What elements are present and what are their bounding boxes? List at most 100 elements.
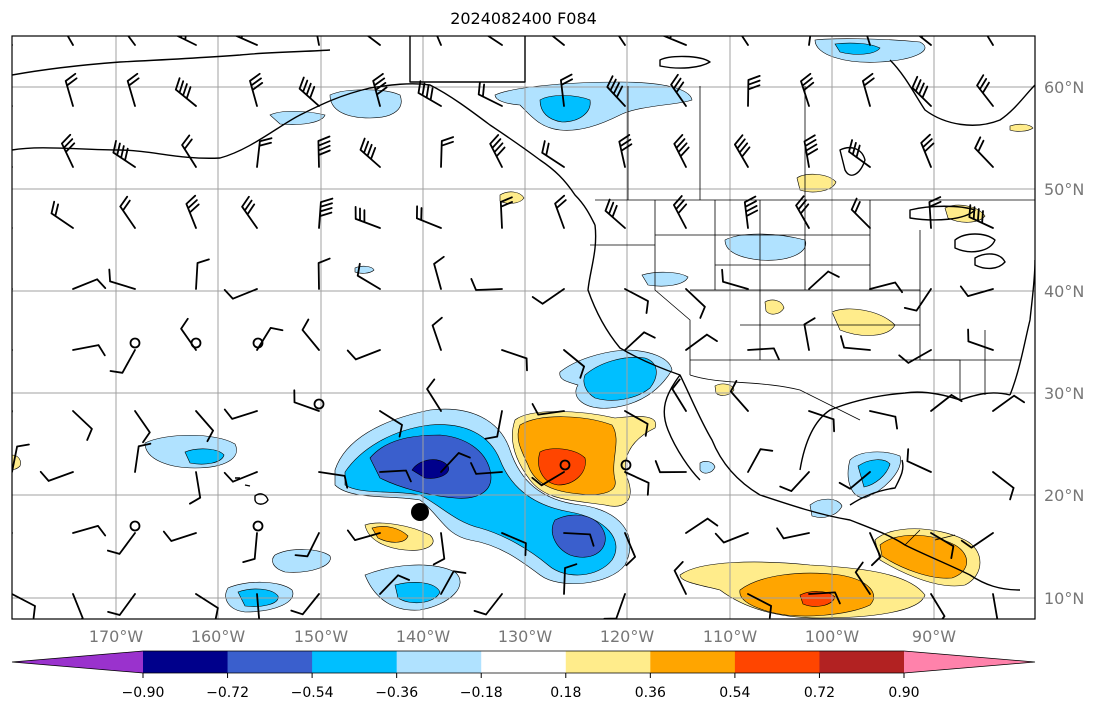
- wind-barb: [869, 532, 882, 567]
- wind-barb: [112, 140, 136, 168]
- wind-barb: [531, 403, 565, 416]
- map-title: 2024082400 F084: [450, 9, 597, 28]
- wind-barb: [440, 452, 471, 473]
- wind-barb: [840, 335, 871, 351]
- wind-barb: [175, 36, 197, 46]
- wind-barb: [563, 349, 585, 379]
- wind-barbs: [12, 36, 1025, 619]
- colorbar-segment: [143, 651, 229, 673]
- wind-barb: [195, 410, 214, 443]
- colorbar-segment: [312, 651, 398, 673]
- wind-barb: [470, 278, 503, 291]
- colorbar-tick-labels: −0.90 −0.72 −0.54 −0.36 −0.18 0.18 0.36 0.54 0.7…: [122, 673, 920, 701]
- wind-barb: [134, 442, 152, 473]
- wind-barb: [560, 73, 573, 107]
- wind-barb: [976, 74, 994, 107]
- wind-barb: [317, 135, 331, 168]
- wind-barb: [72, 278, 107, 290]
- wind-barb: [911, 75, 932, 107]
- anomaly-contours: [12, 38, 1034, 619]
- wind-barb: [685, 517, 719, 534]
- wind-barb: [379, 410, 403, 438]
- wind-barb: [776, 527, 810, 540]
- wind-barb: [563, 563, 578, 595]
- lon-label: 160°W: [191, 627, 246, 646]
- wind-barb: [541, 140, 565, 168]
- wind-barb: [499, 196, 513, 229]
- wind-barb: [714, 532, 749, 544]
- wind-barb: [803, 134, 819, 168]
- wind-barb: [195, 593, 219, 619]
- colorbar-segment: [650, 651, 736, 673]
- wind-barb: [109, 349, 136, 374]
- wind-barb: [848, 139, 871, 168]
- wind-barb: [318, 197, 334, 229]
- wind-barb: [563, 532, 595, 547]
- wind-barb: [747, 347, 780, 361]
- colorbar-tick-label: −0.54: [291, 685, 334, 701]
- wind-barb: [906, 448, 932, 473]
- wind-barb: [417, 80, 442, 107]
- wind-barb: [721, 268, 749, 290]
- lat-label: 30°N: [1044, 384, 1084, 403]
- wind-barb: [234, 36, 258, 46]
- wind-barb: [440, 136, 454, 168]
- wind-barb: [747, 593, 772, 619]
- wind-barb: [551, 36, 565, 46]
- wind-barb: [12, 287, 13, 290]
- wind-barb: [241, 195, 258, 229]
- colorbar-tick-label: 0.54: [719, 685, 750, 701]
- wind-barb: [747, 75, 761, 107]
- colorbar-tick-label: −0.90: [122, 685, 165, 701]
- wind-barb: [181, 134, 197, 168]
- wind-barb: [189, 471, 202, 505]
- wind-barb: [729, 380, 749, 412]
- lon-label: 140°W: [396, 627, 451, 646]
- wind-barb: [298, 76, 320, 107]
- wind-barb: [372, 73, 388, 107]
- lon-label: 120°W: [600, 627, 655, 646]
- lon-label: 150°W: [294, 627, 349, 646]
- wind-barb: [661, 36, 687, 46]
- wind-barb: [72, 344, 106, 357]
- wind-barb: [134, 410, 151, 444]
- colorbar-segment: [481, 651, 567, 673]
- gridlines: [12, 36, 1035, 619]
- wind-barb: [808, 270, 840, 290]
- wind-barb: [673, 195, 688, 229]
- wind-barb: [223, 288, 258, 300]
- neg-anomaly-core: [411, 459, 449, 479]
- wind-barb: [808, 591, 841, 605]
- wind-barb: [379, 574, 410, 595]
- wind-barb: [426, 378, 442, 412]
- wind-barb: [12, 410, 13, 416]
- wind-barb: [959, 285, 994, 297]
- wind-barb: [223, 408, 258, 420]
- wind-barb: [531, 288, 565, 305]
- wind-barb: [61, 133, 76, 168]
- wind-barb: [12, 443, 30, 473]
- wind-barb: [862, 72, 875, 107]
- wind-barb: [930, 394, 963, 412]
- colorbar-segment: [904, 651, 1035, 673]
- wind-barb: [126, 72, 140, 107]
- wind-barb: [223, 471, 258, 483]
- wind-barb: [416, 205, 442, 229]
- colorbar-tick-label: 0.18: [550, 685, 581, 701]
- wind-barb: [685, 333, 718, 351]
- colorbar-segment: [12, 651, 143, 673]
- map-frame: [11, 35, 1036, 620]
- colorbar: [11, 650, 1036, 674]
- wind-barb: [531, 471, 565, 487]
- wind-barb: [624, 410, 649, 437]
- wind-barb: [242, 532, 258, 563]
- colorbar-segment: [734, 651, 820, 673]
- wind-barb: [477, 81, 503, 107]
- wind-barb: [869, 410, 898, 430]
- wind-barb: [195, 258, 210, 290]
- wind-barb: [624, 288, 649, 314]
- wind-barb: [473, 593, 503, 616]
- latitude-labels: 60°N 50°N 40°N 30°N 20°N 10°N: [1044, 78, 1084, 608]
- wind-barb: [734, 134, 751, 168]
- colorbar-tick-label: −0.36: [375, 685, 418, 701]
